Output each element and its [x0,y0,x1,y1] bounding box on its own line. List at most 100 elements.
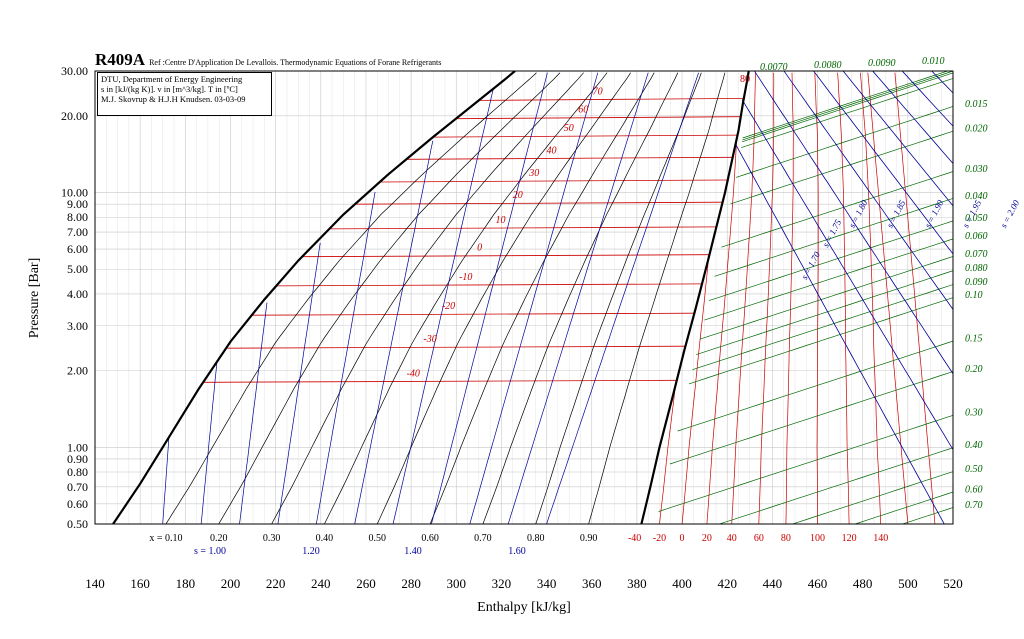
isentrope-line [842,71,953,207]
quality-label: 0.70 [474,533,492,544]
isochore-line [901,507,953,524]
isochore-line [742,71,953,141]
isochore-label: 0.0090 [868,58,896,69]
x-tick-label: 380 [627,576,647,591]
isotherm-line [302,254,709,258]
isotherm-bottom-label: -20 [653,533,666,544]
isochore-line [730,130,953,205]
isentrope-line [783,71,953,311]
saturated-vapor-line [640,71,750,524]
y-tick-label: 4.00 [67,287,88,301]
isochore-line [692,284,953,371]
quality-label: 0.90 [580,533,598,544]
isotherm-bottom-label: 60 [754,533,764,544]
isochore-line [741,78,953,148]
info-box: DTU, Department of Energy Engineering s … [97,72,272,116]
quality-line [482,72,679,524]
superheat-isotherm [681,259,709,524]
x-tick-label: 140 [85,576,105,591]
isotherm-label: 0 [477,243,482,254]
isotherm-bottom-label: 100 [810,533,825,544]
isochore-label: 0.0070 [760,62,788,73]
isotherm-bottom-label: 140 [873,533,888,544]
isotherm-label: 50 [564,123,574,134]
quality-label: 0.60 [421,533,439,544]
liquid-isentrope [162,438,170,524]
quality-label: 0.40 [316,533,334,544]
superheat-isotherm [785,72,794,524]
x-tick-label: 300 [447,576,467,591]
isochore-label: 0.010 [922,56,945,67]
liquid-isentrope [469,72,599,524]
isentrope-line [741,99,953,451]
isochore-line [704,238,953,321]
isochore-line [677,340,953,432]
quality-line [165,72,537,524]
isotherm-label: 20 [513,190,523,201]
isentrope-label: s = 1.80 [847,198,870,229]
isotherm-line [354,201,723,205]
x-tick-label: 440 [763,576,783,591]
isochore-label: 0.40 [965,440,983,451]
entropy-bottom-label: 1.60 [508,546,526,557]
liquid-isentrope [239,302,268,524]
isochore-line [658,414,953,512]
isotherm-line [379,179,728,183]
entropy-bottom-label: 1.40 [404,546,422,557]
chart-title: R409A Ref :Centre D'Application De Levall… [95,50,441,70]
isentrope-line [753,71,953,375]
isentrope-line [901,71,953,127]
quality-line [588,72,726,524]
quality-line [271,72,584,524]
isotherm-label: -10 [459,272,472,283]
superheat-isotherm [894,72,936,524]
quality-label: 0.30 [263,533,281,544]
isochore-line [714,198,953,277]
isochore-line [708,220,953,301]
x-tick-label: 280 [401,576,421,591]
isochore-label: 0.30 [965,408,983,419]
isotherm-bottom-label: 20 [702,533,712,544]
isochore-label: 0.015 [965,99,988,110]
isochore-label: 0.040 [965,191,988,202]
x-tick-label: 220 [266,576,286,591]
isotherm-label: -30 [423,334,436,345]
superheat-isotherm [860,72,882,524]
liquid-isentrope [507,72,649,524]
y-tick-label: 5.00 [67,262,88,276]
liquid-isentrope [431,72,548,524]
isotherm-label: -20 [442,301,455,312]
x-tick-label: 320 [492,576,512,591]
superheat-isotherm [659,387,676,524]
isotherm-line [455,116,741,120]
grid-lines [94,70,954,525]
x-tick-label: 520 [943,576,963,591]
liquid-isentrope [354,140,434,524]
y-tick-label: 20.00 [61,109,88,123]
isochore-line [718,447,953,524]
isochore-label: 0.70 [965,500,983,511]
isotherm-line [432,134,738,138]
isotherm-label: 40 [546,145,556,156]
isochore-line [854,491,953,524]
isochore-line [742,71,949,139]
isochore-label: 0.030 [965,164,988,175]
isochore-label: 0.0080 [814,60,842,71]
x-tick-label: 160 [130,576,150,591]
isochore-label: 0.050 [965,213,988,224]
isochore-label: 0.50 [965,464,983,475]
x-tick-label: 500 [898,576,918,591]
x-tick-label: 260 [356,576,376,591]
isotherm-line [203,379,677,383]
refrigerant-name: R409A [95,50,146,69]
isentrope-label: s = 2.00 [998,198,1021,229]
info-line-1: DTU, Department of Energy Engineering [101,74,243,84]
isotherm-label: 30 [528,168,539,179]
isochore-label: 0.080 [965,263,988,274]
y-tick-label: 9.00 [67,197,88,211]
quality-line [429,72,655,524]
quality-line [218,72,561,524]
y-tick-label: 1.00 [67,440,88,454]
x-tick-label: 420 [717,576,737,591]
